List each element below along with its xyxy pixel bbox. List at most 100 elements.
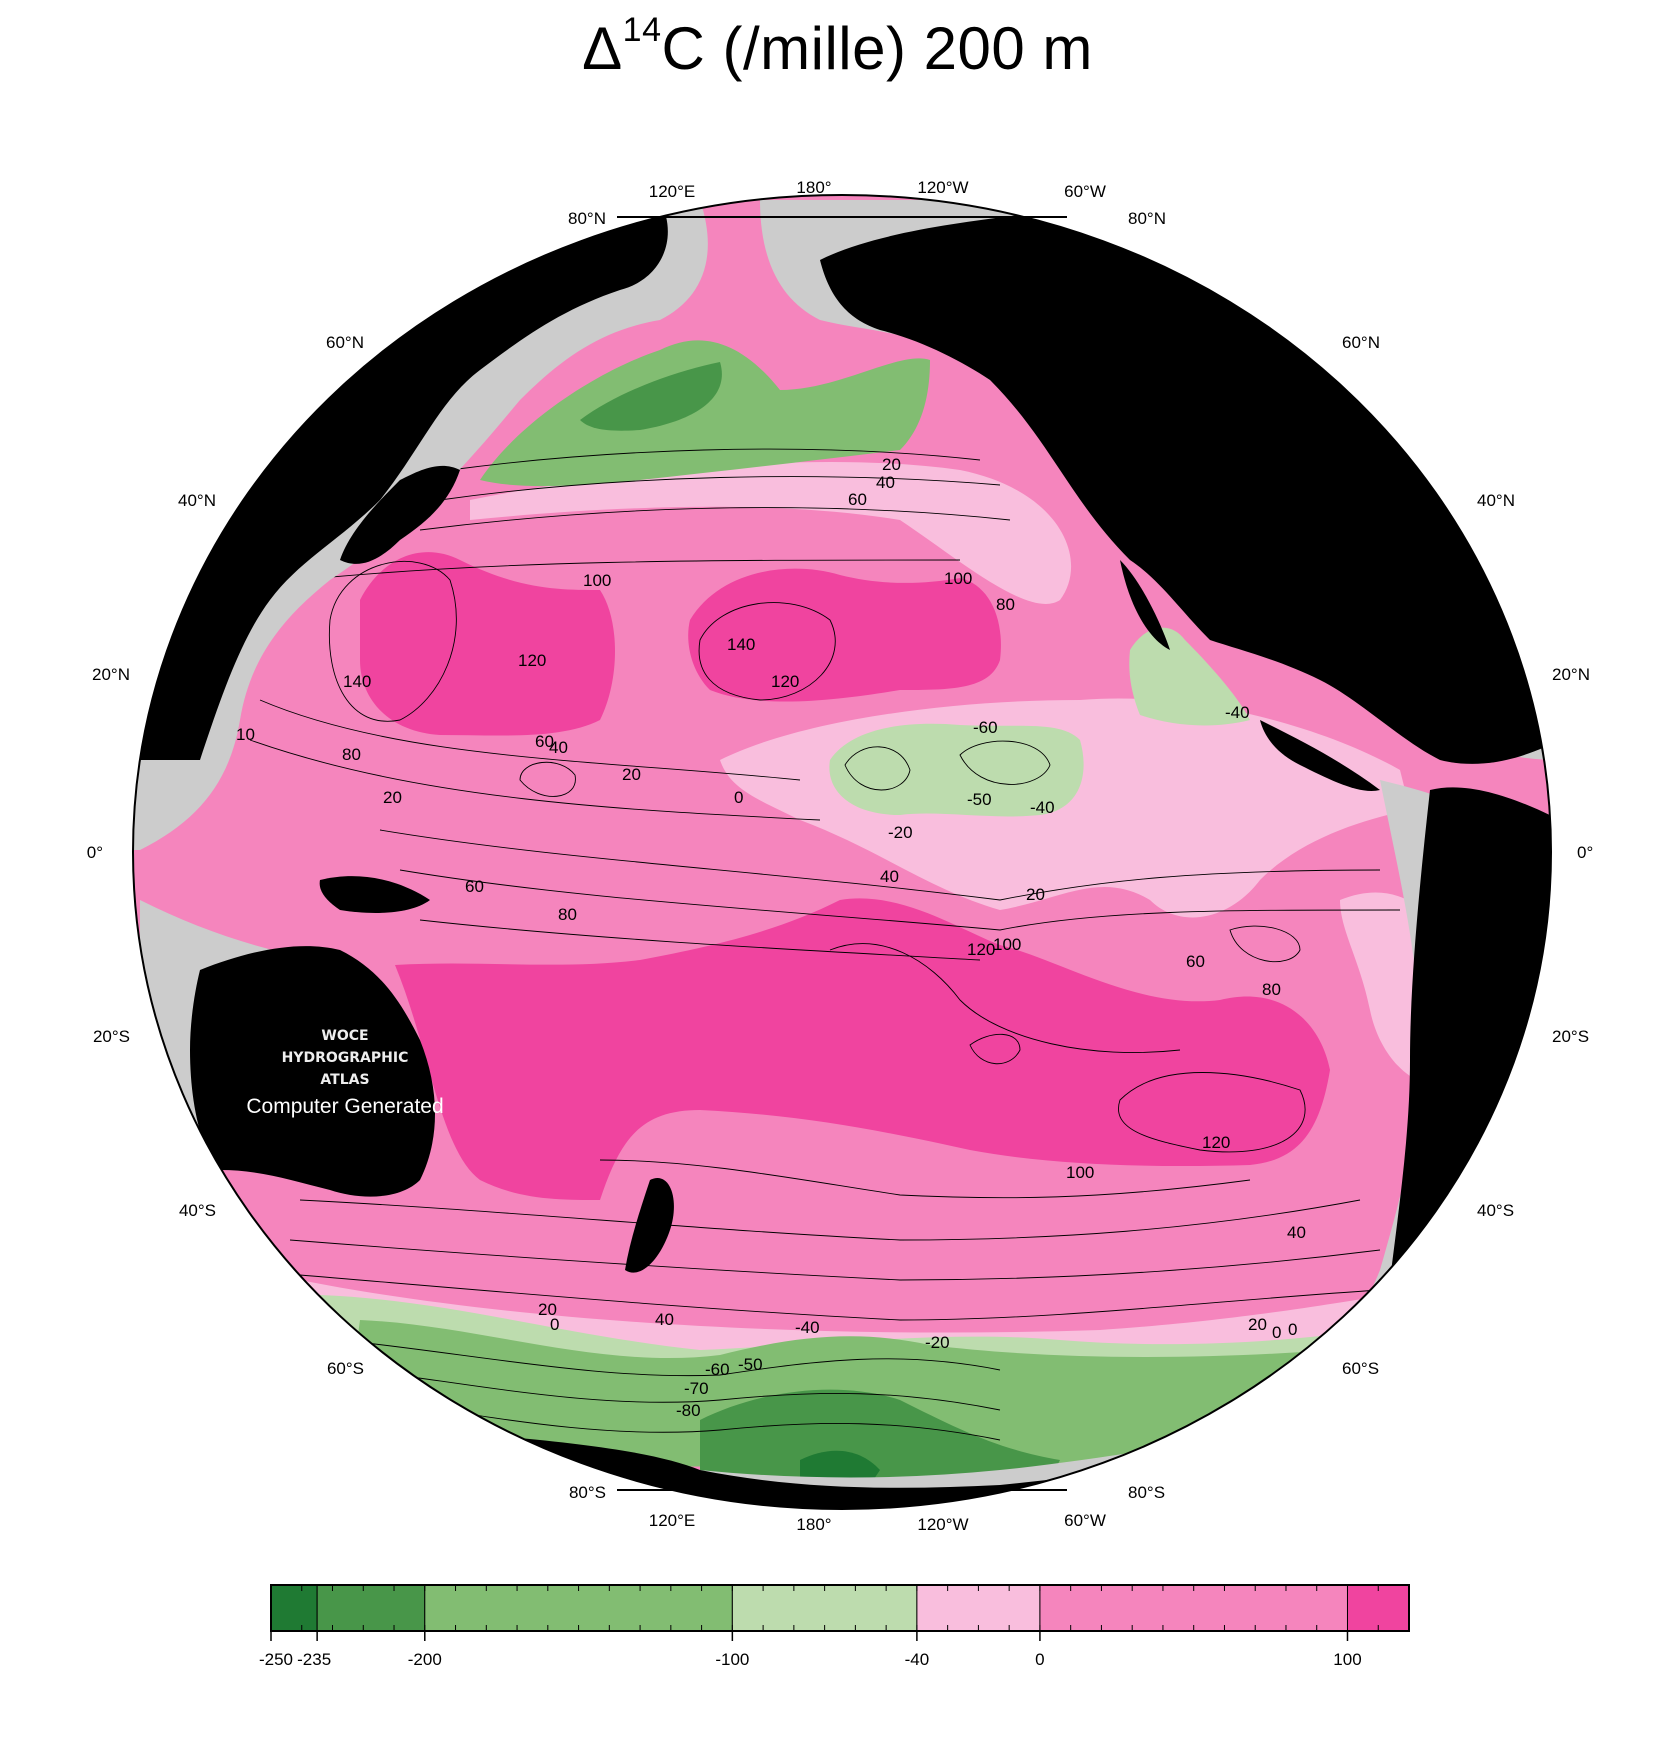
- contour-lines: [249, 448, 1401, 1441]
- colorbar-bin: [731, 1584, 918, 1632]
- contour-label: -40: [1030, 798, 1055, 817]
- lat-label: 60°S: [327, 1359, 364, 1378]
- colorbar-minor-ticks: [301, 1585, 1410, 1631]
- contour-label: -40: [1225, 703, 1250, 722]
- contour-label: -50: [967, 790, 992, 809]
- zone-high-south: [395, 898, 1330, 1200]
- colorbar-bin: [916, 1584, 1041, 1632]
- lat-label: 80°S: [569, 1483, 606, 1502]
- contour-label: 60: [848, 490, 867, 509]
- lat-label: 20°N: [92, 665, 130, 684]
- contour-label: -60: [705, 1360, 730, 1379]
- land-new-zealand: [625, 1178, 674, 1273]
- contour-label: 20: [538, 1300, 557, 1319]
- lat-label: 40°S: [179, 1201, 216, 1220]
- lat-label: 0°: [87, 843, 103, 862]
- contour-label: 140: [727, 635, 755, 654]
- contour-label: -20: [888, 823, 913, 842]
- lon-labels-top: 120°E 180° 120°W 60°W: [649, 178, 1106, 201]
- contour-label: -50: [738, 1355, 763, 1374]
- lat-label: 20°S: [93, 1027, 130, 1046]
- contour-label: 0: [550, 1315, 559, 1334]
- contour-label: 20: [383, 788, 402, 807]
- contour-label: 80: [342, 745, 361, 764]
- colorbar-major-ticks: -250 -235 -200 -100 -40 0 100: [259, 1631, 1362, 1669]
- lat-label: 80°N: [1128, 209, 1166, 228]
- contour-label: 80: [996, 595, 1015, 614]
- contour-label: 20: [1026, 885, 1045, 904]
- contour-label: 120: [1202, 1133, 1230, 1152]
- lat-label: 80°S: [1128, 1483, 1165, 1502]
- zone-high-nw: [360, 552, 615, 736]
- contour-label: 100: [1066, 1163, 1094, 1182]
- contour-label: 40: [876, 473, 895, 492]
- lon-label: 120°W: [917, 1515, 968, 1534]
- contour-label: 100: [944, 569, 972, 588]
- lon-labels-bottom: 120°E 180° 120°W 60°W: [649, 1511, 1106, 1534]
- colorbar-tick-label: -200: [408, 1650, 442, 1669]
- lat-label: 40°S: [1477, 1201, 1514, 1220]
- land-central-america: [1260, 720, 1380, 791]
- colorbar-tick-label: -250: [259, 1650, 293, 1669]
- lat-label: 0°: [1577, 843, 1593, 862]
- contour-label: 10: [236, 725, 255, 744]
- contour-label: -60: [973, 718, 998, 737]
- lat-label: 60°N: [1342, 333, 1380, 352]
- contour-label: 80: [558, 905, 577, 924]
- lat-label: 60°S: [1342, 1359, 1379, 1378]
- contour-label: -20: [925, 1333, 950, 1352]
- globe-outline: [132, 194, 1552, 1510]
- lon-label: 180°: [796, 1515, 831, 1534]
- contour-label: -80: [676, 1401, 701, 1420]
- land-new-guinea: [319, 876, 430, 913]
- contour-label: -70: [684, 1379, 709, 1398]
- contour-label: 20: [1248, 1315, 1267, 1334]
- watermark-line3: ATLAS: [320, 1072, 369, 1088]
- zone-low-southern-deep: [700, 1389, 1060, 1500]
- land-australia: [190, 946, 435, 1197]
- watermark-line1: WOCE: [321, 1028, 368, 1044]
- colorbar-bins: [270, 1584, 1410, 1632]
- contour-label: 0: [1288, 1320, 1297, 1339]
- lat-label: 20°N: [1552, 665, 1590, 684]
- colorbar-bin: [316, 1584, 426, 1632]
- lat-label: 40°N: [178, 491, 216, 510]
- contour-label: 40: [549, 738, 568, 757]
- lon-label: 60°W: [1064, 182, 1106, 201]
- watermark-line2: HYDROGRAPHIC: [282, 1050, 409, 1066]
- contour-label: 120: [518, 651, 546, 670]
- lat-labels-right: 80°N 60°N 40°N 20°N 0° 20°S 40°S 60°S 80…: [1128, 209, 1593, 1502]
- contour-label: 120: [967, 940, 995, 959]
- colorbar-tick-label: 100: [1333, 1650, 1361, 1669]
- watermark: WOCE HYDROGRAPHIC ATLAS Computer Generat…: [246, 1028, 443, 1118]
- contour-label: 60: [535, 732, 554, 751]
- lon-label: 120°E: [649, 1511, 696, 1530]
- colorbar-bin: [270, 1584, 318, 1632]
- contour-label: 0: [734, 788, 743, 807]
- land-japan: [340, 465, 460, 564]
- land-baja: [1120, 560, 1170, 650]
- lon-label: 180°: [796, 178, 831, 197]
- contour-label: 40: [1287, 1223, 1306, 1242]
- contour-label: 0: [1272, 1323, 1281, 1342]
- colorbar-bin: [1039, 1584, 1348, 1632]
- zone-low-north-core: [580, 362, 722, 431]
- contour-label: 100: [583, 571, 611, 590]
- contour-label: 40: [655, 1310, 674, 1329]
- contour-label: 20: [622, 765, 641, 784]
- colorbar-frame: [270, 1584, 1410, 1632]
- zone-high-nc: [688, 568, 1001, 702]
- contour-label: 20: [882, 455, 901, 474]
- lon-label: 120°E: [649, 182, 696, 201]
- contour-label: 60: [1186, 952, 1205, 971]
- zone-low-eastern-tropical: [829, 723, 1084, 817]
- watermark-line4: Computer Generated: [246, 1095, 443, 1118]
- lat-label: 60°N: [326, 333, 364, 352]
- lon-label: 60°W: [1064, 1511, 1106, 1530]
- contour-label: 140: [343, 672, 371, 691]
- colorbar-bin: [1346, 1584, 1410, 1632]
- colorbar-tick-label: -235: [297, 1650, 331, 1669]
- zone-light-pink-north: [470, 461, 1072, 604]
